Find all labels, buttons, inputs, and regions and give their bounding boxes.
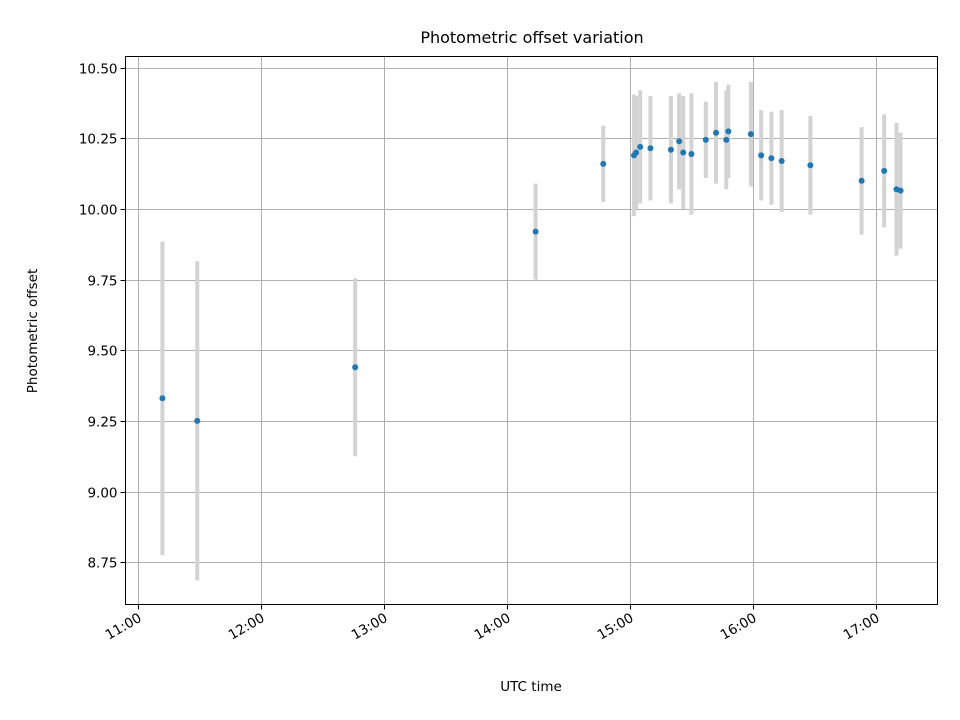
data-point xyxy=(725,128,732,135)
x-tick-label: 13:00 xyxy=(349,610,391,643)
data-point xyxy=(723,136,730,143)
data-point xyxy=(747,131,754,138)
errorbar-layer xyxy=(160,81,903,581)
data-point xyxy=(600,160,607,167)
y-tick-label: 9.00 xyxy=(87,486,117,502)
data-point xyxy=(680,149,687,156)
grid-layer xyxy=(125,56,938,605)
data-point xyxy=(858,177,865,184)
y-tick-label: 10.50 xyxy=(79,62,118,78)
y-tick-label: 9.25 xyxy=(87,415,117,431)
y-tick-label: 8.75 xyxy=(87,556,117,572)
data-point xyxy=(807,162,814,169)
data-point xyxy=(702,136,709,143)
data-point xyxy=(532,228,539,235)
y-axis-label: Photometric offset xyxy=(25,269,41,393)
data-point xyxy=(194,417,201,424)
data-point xyxy=(713,129,720,136)
data-point xyxy=(688,150,695,157)
data-point xyxy=(647,145,654,152)
data-point xyxy=(667,146,674,153)
plot-frame xyxy=(125,56,938,605)
data-point xyxy=(778,158,785,165)
x-tick-label: 14:00 xyxy=(472,610,514,643)
data-point xyxy=(637,143,644,150)
y-tick-label: 9.50 xyxy=(87,344,117,360)
y-tick-label: 10.00 xyxy=(79,203,118,219)
x-tick-label: 12:00 xyxy=(226,610,268,643)
y-tick-label: 9.75 xyxy=(87,274,117,290)
x-tick-label: 16:00 xyxy=(718,610,760,643)
x-axis: 11:00 12:00 13:00 14:00 15:00 16:00 17:00 xyxy=(103,604,883,643)
chart-title: Photometric offset variation xyxy=(420,28,643,47)
data-point xyxy=(768,155,775,162)
x-tick-label: 11:00 xyxy=(103,610,145,643)
data-point xyxy=(352,364,359,371)
data-point xyxy=(758,152,765,159)
y-tick-label: 10.25 xyxy=(79,132,118,148)
data-point xyxy=(676,138,683,145)
x-tick-label: 15:00 xyxy=(595,610,637,643)
x-axis-label: UTC time xyxy=(500,679,562,695)
data-point xyxy=(897,187,904,194)
data-point xyxy=(881,167,888,174)
x-tick-label: 17:00 xyxy=(841,610,883,643)
y-axis: 8.75 9.00 9.25 9.50 9.75 10.00 10.25 10.50 xyxy=(79,62,126,572)
data-point xyxy=(633,149,640,156)
data-point xyxy=(159,395,166,402)
point-layer xyxy=(159,128,904,424)
